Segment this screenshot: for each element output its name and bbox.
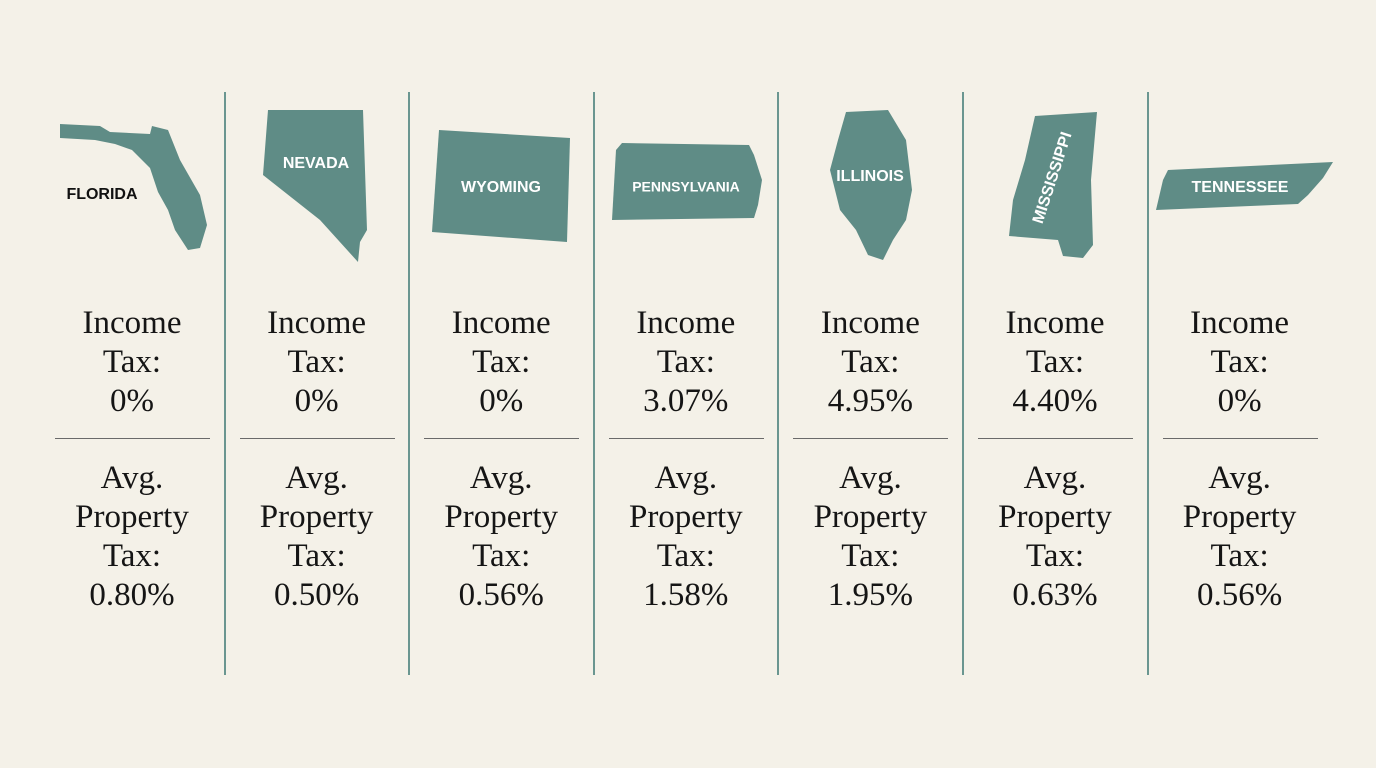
state-map: PENNSYLVANIA xyxy=(611,143,762,220)
property-value: 1.95% xyxy=(827,577,914,613)
property-tax: Avg. Property Tax: 1.95% xyxy=(795,459,945,615)
column-divider xyxy=(777,92,780,675)
separator xyxy=(793,438,949,439)
income-tax: Income Tax: 0% xyxy=(57,304,207,421)
income-label: Income Tax: xyxy=(636,305,736,380)
separator xyxy=(424,438,580,439)
state-map: MISSISSIPPI xyxy=(1009,112,1097,258)
state-column: ILLINOIS Income Tax: 4.95% Avg. Property Ta… xyxy=(778,0,963,768)
property-value: 0.56% xyxy=(1196,577,1283,613)
column-divider xyxy=(592,92,595,675)
income-label: Income Tax: xyxy=(1005,305,1105,380)
separator xyxy=(55,438,210,439)
income-value: 3.07% xyxy=(643,383,729,419)
state-column: PENNSYLVANIA Income Tax: 3.07% Avg. Propert… xyxy=(594,0,779,768)
property-label: Avg. Property Tax: xyxy=(628,460,743,574)
income-label: Income Tax: xyxy=(451,305,551,380)
state-shape xyxy=(1009,112,1097,258)
state-name: FLORIDA xyxy=(66,186,138,203)
income-tax: Income Tax: 0% xyxy=(1165,304,1315,421)
state-name: WYOMING xyxy=(461,179,541,196)
property-value: 1.58% xyxy=(643,577,729,613)
property-value: 0.50% xyxy=(273,577,360,613)
income-label: Income Tax: xyxy=(820,305,920,380)
state-column: MISSISSIPPI Income Tax: 4.40% Avg. Property… xyxy=(963,0,1148,768)
column-divider xyxy=(223,92,226,675)
state-name: TENNESSEE xyxy=(1191,179,1288,196)
property-label: Avg. Property Tax: xyxy=(998,460,1112,574)
income-value: 0% xyxy=(479,383,524,419)
state-shape xyxy=(830,110,913,260)
separator xyxy=(1162,438,1318,439)
column-divider xyxy=(408,92,411,675)
state-shape xyxy=(60,124,207,250)
property-tax: Avg. Property Tax: 1.58% xyxy=(611,459,761,615)
income-tax: Income Tax: 0% xyxy=(242,304,392,421)
state-column: FLORIDA Income Tax: 0% Avg. Property Tax: 0.… xyxy=(40,0,225,768)
property-tax: Avg. Property Tax: 0.50% xyxy=(242,459,392,615)
income-tax: Income Tax: 4.95% xyxy=(795,304,945,421)
income-label: Income Tax: xyxy=(1190,305,1290,380)
income-value: 0% xyxy=(294,383,339,419)
property-value: 0.80% xyxy=(89,577,175,613)
income-value: 4.40% xyxy=(1012,383,1098,419)
income-value: 4.95% xyxy=(827,383,914,419)
income-tax: Income Tax: 0% xyxy=(426,304,576,421)
property-tax: Avg. Property Tax: 0.63% xyxy=(980,459,1130,615)
income-value: 0% xyxy=(110,383,154,419)
state-column: TENNESSEE Income Tax: 0% Avg. Property Tax:… xyxy=(1148,0,1333,768)
property-label: Avg. Property Tax: xyxy=(444,460,559,574)
property-value: 0.63% xyxy=(1012,577,1098,613)
property-label: Avg. Property Tax: xyxy=(1182,460,1297,574)
property-label: Avg. Property Tax: xyxy=(75,460,189,574)
separator xyxy=(978,438,1133,439)
state-name: PENNSYLVANIA xyxy=(632,179,740,195)
property-tax: Avg. Property Tax: 0.56% xyxy=(1165,459,1315,615)
income-value: 0% xyxy=(1217,383,1262,419)
state-shape xyxy=(262,110,367,262)
income-label: Income Tax: xyxy=(82,305,182,380)
state-column: NEVADA Income Tax: 0% Avg. Property Tax: 0.5… xyxy=(225,0,410,768)
state-shape xyxy=(432,130,571,242)
property-label: Avg. Property Tax: xyxy=(813,460,928,574)
state-map: ILLINOIS xyxy=(830,110,913,260)
property-label: Avg. Property Tax: xyxy=(259,460,374,574)
state-map: FLORIDA xyxy=(60,124,207,250)
state-map: WYOMING xyxy=(432,130,571,242)
property-value: 0.56% xyxy=(458,577,544,613)
state-column: WYOMING Income Tax: 0% Avg. Property Tax: 0.… xyxy=(409,0,594,768)
income-label: Income Tax: xyxy=(267,305,367,380)
property-tax: Avg. Property Tax: 0.56% xyxy=(426,459,576,615)
column-divider xyxy=(1146,92,1149,675)
income-tax: Income Tax: 3.07% xyxy=(611,304,761,421)
state-map: NEVADA xyxy=(262,110,367,262)
state-map: TENNESSEE xyxy=(1155,162,1333,210)
state-name: ILLINOIS xyxy=(837,168,905,185)
state-shape xyxy=(1155,162,1333,210)
column-divider xyxy=(962,92,964,675)
income-tax: Income Tax: 4.40% xyxy=(980,304,1130,421)
separator xyxy=(608,438,764,439)
property-tax: Avg. Property Tax: 0.80% xyxy=(57,459,207,615)
state-shape xyxy=(611,143,762,220)
separator xyxy=(239,438,395,439)
state-name: NEVADA xyxy=(282,155,349,172)
